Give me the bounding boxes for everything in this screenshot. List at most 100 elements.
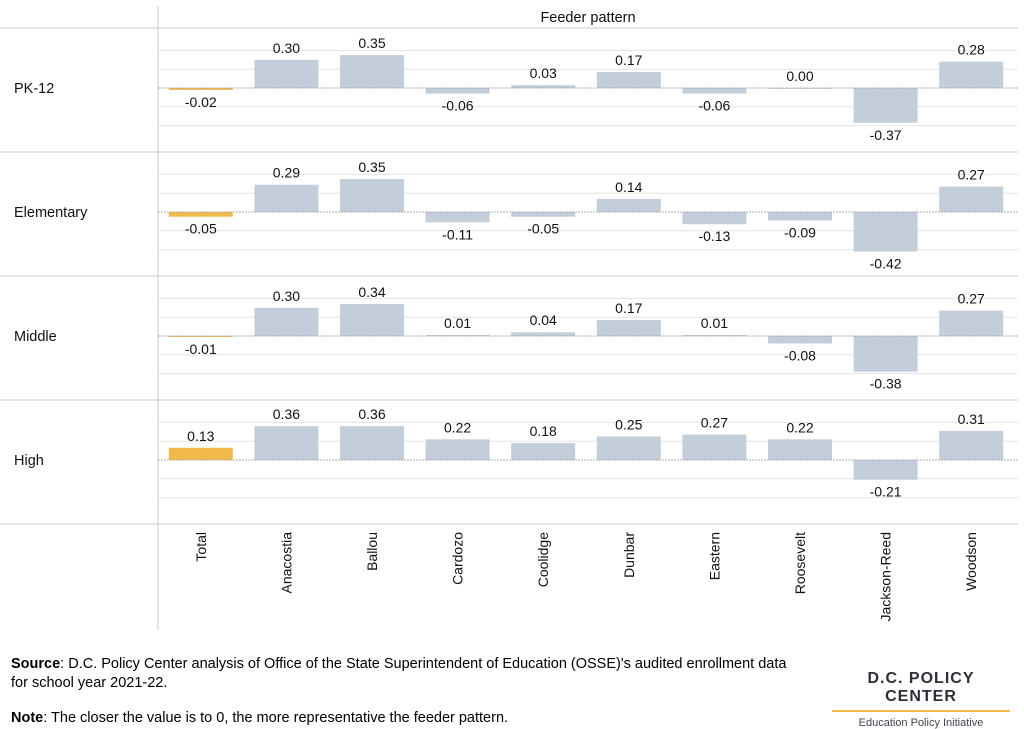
- data-label: 0.22: [444, 419, 471, 435]
- data-label: -0.05: [185, 221, 217, 237]
- bar: [511, 332, 576, 336]
- bar: [168, 88, 233, 90]
- data-label: -0.21: [870, 484, 902, 500]
- bar: [596, 198, 661, 212]
- bar: [511, 443, 576, 460]
- bar: [596, 72, 661, 88]
- data-label: 0.25: [615, 417, 642, 433]
- data-label: -0.06: [442, 98, 474, 114]
- bar: [168, 212, 233, 217]
- data-label: 0.27: [701, 415, 728, 431]
- bar: [596, 436, 661, 460]
- bar: [768, 336, 832, 344]
- bar: [682, 212, 747, 225]
- data-label: 0.30: [273, 40, 300, 56]
- bar: [340, 426, 404, 460]
- data-label: 0.36: [358, 406, 385, 422]
- note-text: : The closer the value is to 0, the more…: [43, 710, 509, 726]
- row-label: Elementary: [14, 205, 88, 221]
- category-label: Anacostia: [278, 532, 294, 594]
- data-label: 0.34: [358, 284, 385, 300]
- bar: [939, 310, 1004, 336]
- bar: [425, 212, 490, 223]
- bar: [511, 212, 576, 217]
- bar: [254, 59, 319, 88]
- data-label: 0.35: [358, 35, 385, 51]
- bar: [168, 447, 233, 460]
- category-label: Woodson: [963, 532, 979, 591]
- note-label: Note: [11, 710, 44, 726]
- data-label: 0.35: [358, 159, 385, 175]
- bar: [853, 336, 918, 372]
- data-label: 0.27: [958, 291, 985, 307]
- data-label: -0.02: [185, 94, 217, 110]
- bar: [768, 439, 832, 460]
- column-header: Feeder pattern: [540, 10, 635, 26]
- data-label: 0.01: [701, 315, 728, 331]
- bar: [254, 184, 319, 212]
- bar: [853, 460, 918, 480]
- bar: [682, 335, 747, 336]
- data-label: 0.36: [273, 406, 300, 422]
- bar: [768, 212, 832, 221]
- data-label: 0.29: [273, 165, 300, 181]
- source-text: : D.C. Policy Center analysis of Office …: [11, 656, 787, 691]
- row-label: Middle: [14, 329, 57, 345]
- data-label: -0.13: [698, 228, 730, 244]
- source-label: Source: [11, 656, 61, 672]
- data-label: 0.13: [187, 428, 214, 444]
- category-label: Eastern: [706, 532, 722, 580]
- data-label: 0.30: [273, 288, 300, 304]
- category-label: Cardozo: [450, 532, 466, 585]
- source-note: Source: D.C. Policy Center analysis of O…: [11, 655, 801, 693]
- bar: [425, 439, 490, 460]
- bar: [340, 304, 404, 336]
- bar: [340, 179, 404, 212]
- category-label: Total: [193, 532, 209, 562]
- bar: [682, 88, 747, 94]
- data-label: 0.17: [615, 300, 642, 316]
- data-label: -0.38: [870, 376, 902, 392]
- bar: [596, 320, 661, 336]
- data-label: 0.22: [786, 419, 813, 435]
- category-label: Dunbar: [621, 532, 637, 578]
- category-label: Ballou: [364, 532, 380, 571]
- data-label: -0.37: [870, 127, 902, 143]
- data-label: -0.06: [698, 98, 730, 114]
- data-label: 0.28: [958, 42, 985, 58]
- bar: [939, 61, 1004, 88]
- bar: [682, 434, 747, 460]
- category-label: Jackson-Reed: [878, 532, 894, 622]
- bar: [254, 307, 319, 336]
- data-label: -0.42: [870, 255, 902, 271]
- bar: [853, 212, 918, 252]
- brand-name: D.C. POLICY CENTER: [832, 670, 1010, 712]
- bar: [511, 85, 576, 88]
- data-label: -0.01: [185, 341, 217, 357]
- data-label: 0.01: [444, 315, 471, 331]
- bar: [425, 88, 490, 94]
- data-label: 0.14: [615, 179, 642, 195]
- data-label: 0.18: [530, 423, 557, 439]
- row-label: High: [14, 453, 44, 469]
- data-label: 0.31: [958, 411, 985, 427]
- data-label: 0.17: [615, 52, 642, 68]
- bar: [939, 430, 1004, 460]
- data-label: 0.00: [786, 68, 813, 84]
- category-label: Coolidge: [535, 532, 551, 587]
- note: Note: The closer the value is to 0, the …: [11, 709, 801, 728]
- row-label: PK-12: [14, 81, 54, 97]
- data-label: -0.11: [442, 226, 473, 242]
- data-label: 0.03: [530, 65, 557, 81]
- bar: [168, 336, 233, 337]
- bar: [340, 55, 404, 88]
- data-label: -0.09: [784, 224, 816, 240]
- data-label: -0.05: [527, 221, 559, 237]
- bar: [853, 88, 918, 123]
- data-label: 0.27: [958, 167, 985, 183]
- data-label: 0.04: [530, 312, 557, 328]
- data-label: -0.08: [784, 348, 816, 364]
- brand-logo: D.C. POLICY CENTER Education Policy Init…: [832, 670, 1010, 729]
- category-label: Roosevelt: [792, 532, 808, 594]
- bar: [939, 186, 1004, 212]
